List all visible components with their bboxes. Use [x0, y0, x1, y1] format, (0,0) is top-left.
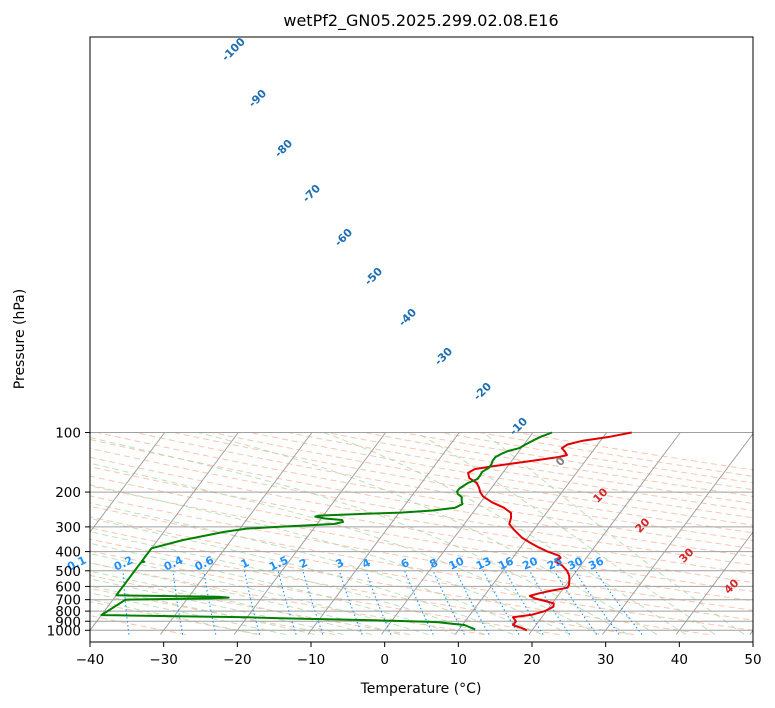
isotherm-line	[90, 432, 166, 533]
y-tick-label: 300	[55, 520, 81, 536]
dry-adiabat-line	[249, 432, 753, 519]
moist-adiabat-line	[90, 578, 344, 635]
isotherm-line	[0, 433, 17, 635]
dry-adiabat-line	[90, 615, 186, 635]
mixing-ratio-line	[203, 570, 217, 635]
mixing-ratio-line	[277, 570, 297, 635]
x-tick-label: 10	[450, 652, 467, 668]
x-tick-label: 0	[380, 652, 389, 668]
moist-adiabat-line	[483, 432, 745, 635]
dry-adiabat-line	[90, 587, 336, 635]
x-tick-label: −40	[76, 652, 105, 668]
mixing-ratio-label: 30	[566, 554, 586, 572]
isotherm-line	[454, 432, 608, 635]
x-axis-label: Temperature (°C)	[360, 681, 482, 697]
dry-adiabat-line	[90, 485, 753, 602]
dry-adiabat-line	[90, 505, 753, 621]
mixing-ratio-label: 10	[447, 554, 467, 572]
moist-adiabat-line	[416, 432, 716, 635]
x-tick-label: −20	[223, 652, 252, 668]
moist-adiabat-line	[323, 432, 687, 635]
isotherm-line	[675, 531, 753, 635]
y-tick-label: 500	[55, 564, 81, 580]
mixing-ratio-line	[432, 570, 465, 635]
plot-frame	[89, 36, 754, 643]
isotherm-line	[381, 432, 534, 635]
mixing-ratio-label: 13	[474, 555, 493, 573]
temperature-line	[467, 431, 632, 632]
isotherm-line	[528, 432, 681, 635]
isotherm-line	[602, 433, 753, 635]
mixing-ratio-lines	[122, 570, 643, 635]
mixing-ratio-line	[574, 570, 620, 635]
x-tick-label: 40	[671, 652, 688, 668]
y-tick-label: 700	[55, 593, 81, 609]
dewpoint-line	[100, 431, 553, 631]
mixing-ratio-line	[404, 570, 434, 635]
plot-area	[90, 37, 753, 642]
mixing-ratio-label: 36	[586, 554, 606, 572]
moist-adiabat-line	[90, 502, 543, 635]
y-tick-label: 200	[55, 485, 81, 501]
dry-adiabat-line	[135, 432, 753, 542]
y-tick-label: 1000	[47, 623, 81, 639]
dry-adiabat-line	[173, 432, 753, 534]
moist-adiabat-line	[90, 462, 600, 635]
moist-adiabat-line	[90, 585, 315, 635]
profile-lines	[100, 431, 632, 632]
x-tick-label: 30	[597, 652, 614, 668]
moist-adiabat-line	[90, 484, 571, 635]
dry-adiabat-line	[90, 475, 753, 593]
y-tick-label: 800	[55, 604, 81, 620]
moist-adiabat-line	[90, 570, 372, 635]
y-axis-label: Pressure (hPa)	[12, 289, 28, 389]
moist-adiabat-line	[90, 542, 457, 635]
dry-adiabat-line	[90, 574, 410, 635]
mixing-ratio-line	[302, 570, 324, 635]
isotherm-line	[160, 432, 313, 635]
mixing-ratio-line	[455, 570, 490, 635]
mixing-ratio-line	[243, 570, 261, 635]
dry-adiabat-line	[90, 516, 753, 631]
y-tick-label: 100	[55, 426, 81, 442]
dry-adiabat-line	[90, 438, 753, 558]
mixing-ratio-line	[595, 570, 643, 635]
y-tick-label: 600	[55, 579, 81, 595]
moist-adiabat-line	[90, 531, 486, 635]
mixing-ratio-line	[482, 570, 520, 635]
x-tick-label: −10	[297, 652, 326, 668]
mixing-ratio-label: 25	[545, 555, 564, 573]
y-tick-label: 400	[55, 545, 81, 561]
chart-title: wetPf2_GN05.2025.299.02.08.E16	[283, 11, 558, 31]
dry-adiabat-line	[90, 550, 560, 635]
x-tick-label: 50	[744, 652, 761, 668]
isotherm-line	[749, 629, 753, 635]
isotherm-line	[307, 432, 460, 635]
x-axis-ticks: −40 −30 −20 −10 0 10 20 30 40 50	[76, 642, 762, 668]
mixing-ratio-line	[504, 570, 544, 635]
dry-adiabat-line	[90, 562, 485, 635]
moist-adiabat-line	[90, 517, 514, 635]
x-tick-label: 20	[523, 652, 540, 668]
x-tick-label: −30	[149, 652, 178, 668]
isotherm-line	[233, 432, 387, 635]
dry-adiabat-line	[90, 527, 709, 635]
mixing-ratio-line	[338, 570, 363, 635]
y-tick-label: 900	[55, 614, 81, 630]
mixing-ratio-label: 20	[520, 554, 540, 572]
mixing-ratio-label: 16	[496, 554, 516, 572]
isotherm-line	[90, 432, 239, 632]
mixing-ratio-line	[365, 570, 392, 635]
